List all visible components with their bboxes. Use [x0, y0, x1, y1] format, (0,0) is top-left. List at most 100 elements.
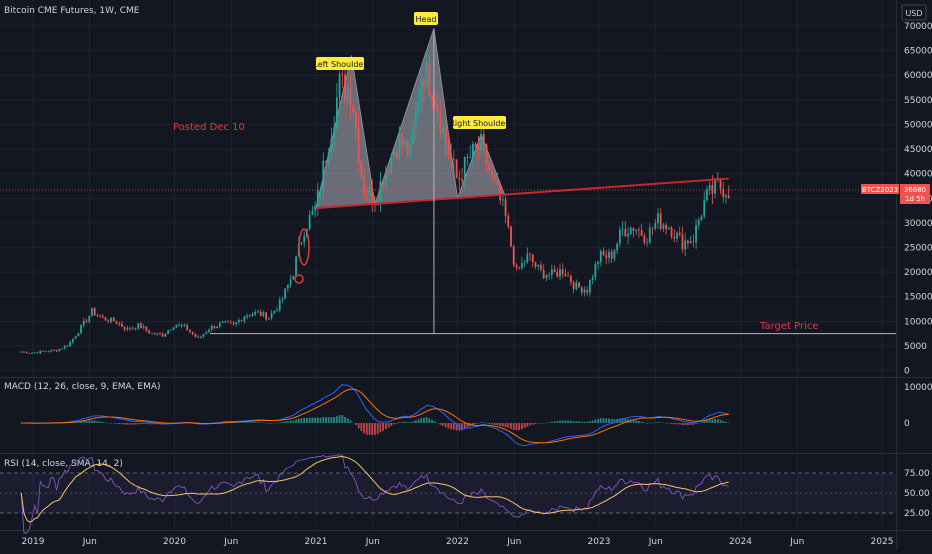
candle-body	[646, 242, 648, 244]
macd-histogram-bar	[648, 422, 651, 424]
candle-body	[567, 275, 570, 277]
macd-histogram-bar	[431, 419, 434, 423]
rsi-title[interactable]: RSI (14, close, SMA, 14, 2)	[4, 459, 123, 469]
macd-histogram-bar	[654, 422, 657, 424]
macd-histogram-bar	[629, 419, 632, 423]
candle-body	[322, 160, 325, 190]
macd-histogram-bar	[499, 423, 502, 427]
macd-histogram-bar	[297, 418, 300, 423]
macd-histogram-bar	[714, 419, 717, 423]
candle-body	[572, 282, 575, 290]
candle-body	[267, 318, 270, 320]
macd-histogram-bar	[395, 423, 398, 424]
candle-body	[227, 321, 229, 323]
target-price-note[interactable]: Target Price	[759, 321, 819, 332]
macd-histogram-bar	[316, 417, 319, 423]
neckline[interactable]	[315, 177, 729, 210]
time-tick-label: 2022	[446, 537, 469, 547]
candle-body	[316, 190, 319, 207]
macd-histogram-bar	[96, 421, 99, 423]
candle-body	[148, 330, 151, 334]
macd-histogram-bar	[608, 418, 610, 423]
candle-body	[156, 333, 159, 335]
candle-body	[72, 338, 74, 343]
candle-body	[115, 321, 118, 324]
candle-body	[496, 179, 499, 185]
candle-body	[327, 152, 330, 163]
candle-body	[545, 275, 548, 279]
candle-body	[589, 280, 591, 293]
candle-body	[578, 282, 580, 288]
currency-badge[interactable]	[901, 4, 927, 21]
macd-histogram-bar	[333, 417, 336, 423]
candle-body	[93, 308, 96, 316]
macd-histogram-bar	[708, 419, 711, 423]
macd-histogram-bar	[387, 423, 390, 428]
macd-histogram-bar	[80, 421, 82, 423]
candle-body	[205, 332, 208, 335]
candle-body	[548, 274, 551, 276]
candle-body	[621, 229, 624, 230]
head-shoulders-pattern[interactable]	[315, 28, 506, 209]
macd-histogram-bar	[417, 419, 420, 423]
head-label[interactable]: Head	[416, 15, 437, 24]
candle-body	[338, 73, 341, 98]
macd-histogram-bar	[412, 421, 414, 423]
chart-title: Bitcoin CME Futures, 1W, CME	[4, 6, 140, 16]
macd-histogram-bar	[384, 423, 387, 430]
candle-body	[695, 224, 697, 242]
macd-histogram-bar	[594, 419, 597, 423]
candle-body	[273, 310, 276, 314]
macd-tick-label: 10000	[904, 383, 932, 393]
macd-histogram-bar	[482, 422, 485, 423]
macd-histogram-bar	[510, 423, 512, 429]
candle-body	[461, 179, 463, 182]
candle-body	[493, 173, 496, 180]
candle-body	[433, 101, 436, 105]
candle-body	[521, 262, 523, 269]
macd-histogram-bar	[610, 418, 613, 423]
macd-histogram-bar	[134, 423, 137, 425]
rsi-axis[interactable]: 75.00 50.00 25.00	[904, 469, 930, 519]
time-axis[interactable]: 2019 Jun 2020 Jun 2021 Jun 2022 Jun 2023 Jun 2024 J…	[22, 537, 894, 547]
macd-histogram-bar	[472, 423, 474, 425]
macd-histogram-bar	[493, 423, 496, 425]
candle-body	[697, 220, 700, 225]
macd-histogram-bar	[306, 417, 308, 423]
macd-title[interactable]: MACD (12, 26, close, 9, EMA, EMA)	[4, 382, 161, 392]
macd-histogram-bar	[150, 423, 153, 425]
macd-histogram-bar	[414, 420, 417, 423]
candle-body	[442, 127, 444, 133]
candle-body	[360, 162, 363, 177]
candle-body	[499, 184, 502, 201]
candle-body	[365, 195, 368, 196]
price-tick-label: 15000	[904, 293, 932, 303]
candle-body	[681, 234, 684, 250]
macd-axis[interactable]: 10000 0	[904, 383, 932, 429]
candle-body	[629, 227, 632, 235]
highlight-circle-upper	[298, 228, 310, 266]
macd-histogram-bar	[352, 422, 355, 423]
candle-body	[597, 261, 599, 264]
candle-body	[553, 269, 556, 272]
candle-body	[50, 350, 53, 352]
price-tick-label: 30000	[904, 219, 932, 229]
right-shoulder-label[interactable]: Right Shoulder	[449, 119, 509, 128]
posted-note[interactable]: Posted Dec 10	[173, 122, 245, 133]
left-shoulder-label[interactable]: Left Shoulder	[313, 60, 367, 69]
candle-body	[398, 133, 401, 157]
macd-histogram-bar	[450, 423, 453, 430]
grid-layer	[0, 0, 896, 530]
candle-body	[670, 227, 673, 237]
candle-body	[286, 284, 289, 289]
rsi-line	[20, 454, 729, 534]
candle-body	[534, 262, 537, 267]
candle-body	[31, 352, 33, 354]
macd-histogram-bar	[477, 423, 480, 424]
macd-histogram-bar	[586, 421, 589, 423]
candle-body	[175, 325, 178, 328]
currency-label: USD	[905, 9, 922, 18]
macd-histogram-bar	[327, 417, 330, 423]
